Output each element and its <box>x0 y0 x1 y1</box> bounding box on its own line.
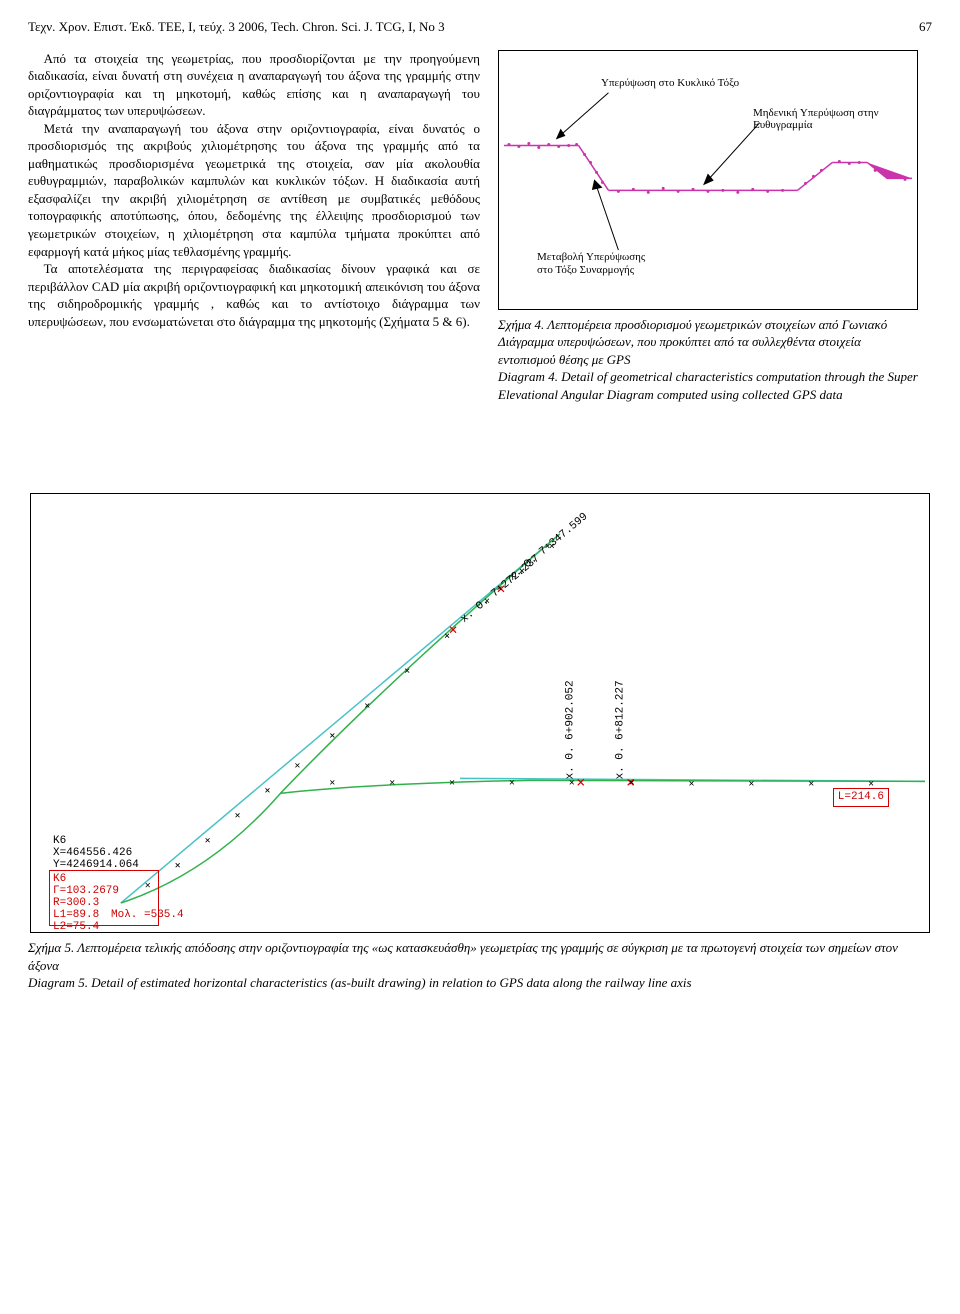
fig4-caption-gr-prefix: Σχήμα 4. <box>498 317 547 332</box>
fig4-label-bottom1: Μεταβολή Υπερύψωσης <box>537 251 645 264</box>
body-text-column: Από τα στοιχεία της γεωμετρίας, που προσ… <box>28 50 480 404</box>
fig4-label-right: Μηδενική Υπερύψωση στην Ευθυγραμμία <box>753 107 917 132</box>
fig5-length-box: L=214.6 <box>833 788 889 807</box>
fig4-caption-gr: Λεπτομέρεια προσδιορισμού γεωμετρικών στ… <box>498 317 887 367</box>
fig5-caption-gr: Λεπτομέρεια τελικής απόδοσης στην οριζον… <box>28 940 898 973</box>
fig4-label-bottom2: στο Τόξο Συναρμογής <box>537 264 634 277</box>
fig5-caption-gr-prefix: Σχήμα 5. <box>28 940 77 955</box>
figure-5-diagram: x. Θ. 7+347.599 x. Θ. 7+272.237 x. Θ. 6+… <box>30 493 930 933</box>
fig5-caption-en: Detail of estimated horizontal character… <box>91 975 691 990</box>
fig5-label-th4: x. Θ. 6+812.227 <box>614 681 629 780</box>
fig5-caption-en-prefix: Diagram 5. <box>28 975 91 990</box>
header-left: Τεχν. Χρον. Επιστ. Έκδ. ΤΕΕ, Ι, τεύχ. 3 … <box>28 18 445 36</box>
fig5-databox-outline <box>49 870 159 926</box>
page-header: Τεχν. Χρον. Επιστ. Έκδ. ΤΕΕ, Ι, τεύχ. 3 … <box>28 18 932 36</box>
paragraph-3: Τα αποτελέσματα της περιγραφείσας διαδικ… <box>28 260 480 330</box>
figure-5-caption: Σχήμα 5. Λεπτομέρεια τελικής απόδοσης στ… <box>28 939 932 992</box>
fig4-label-top: Υπερύψωση στο Κυκλικό Τόξο <box>601 77 739 90</box>
paragraph-1: Από τα στοιχεία της γεωμετρίας, που προσ… <box>28 50 480 120</box>
header-page-number: 67 <box>919 18 932 36</box>
figure-4-caption: Σχήμα 4. Λεπτομέρεια προσδιορισμού γεωμε… <box>498 316 918 404</box>
figure-5-svg <box>31 494 929 933</box>
fig4-caption-en: Detail of geometrical characteristics co… <box>498 369 918 402</box>
figure-4-diagram: Υπερύψωση στο Κυκλικό Τόξο Μηδενική Υπερ… <box>498 50 918 310</box>
fig4-caption-en-prefix: Diagram 4. <box>498 369 561 384</box>
fig5-label-th3: x. Θ. 6+902.052 <box>564 681 579 780</box>
paragraph-2: Μετά την αναπαραγωγή του άξονα στην οριζ… <box>28 120 480 260</box>
